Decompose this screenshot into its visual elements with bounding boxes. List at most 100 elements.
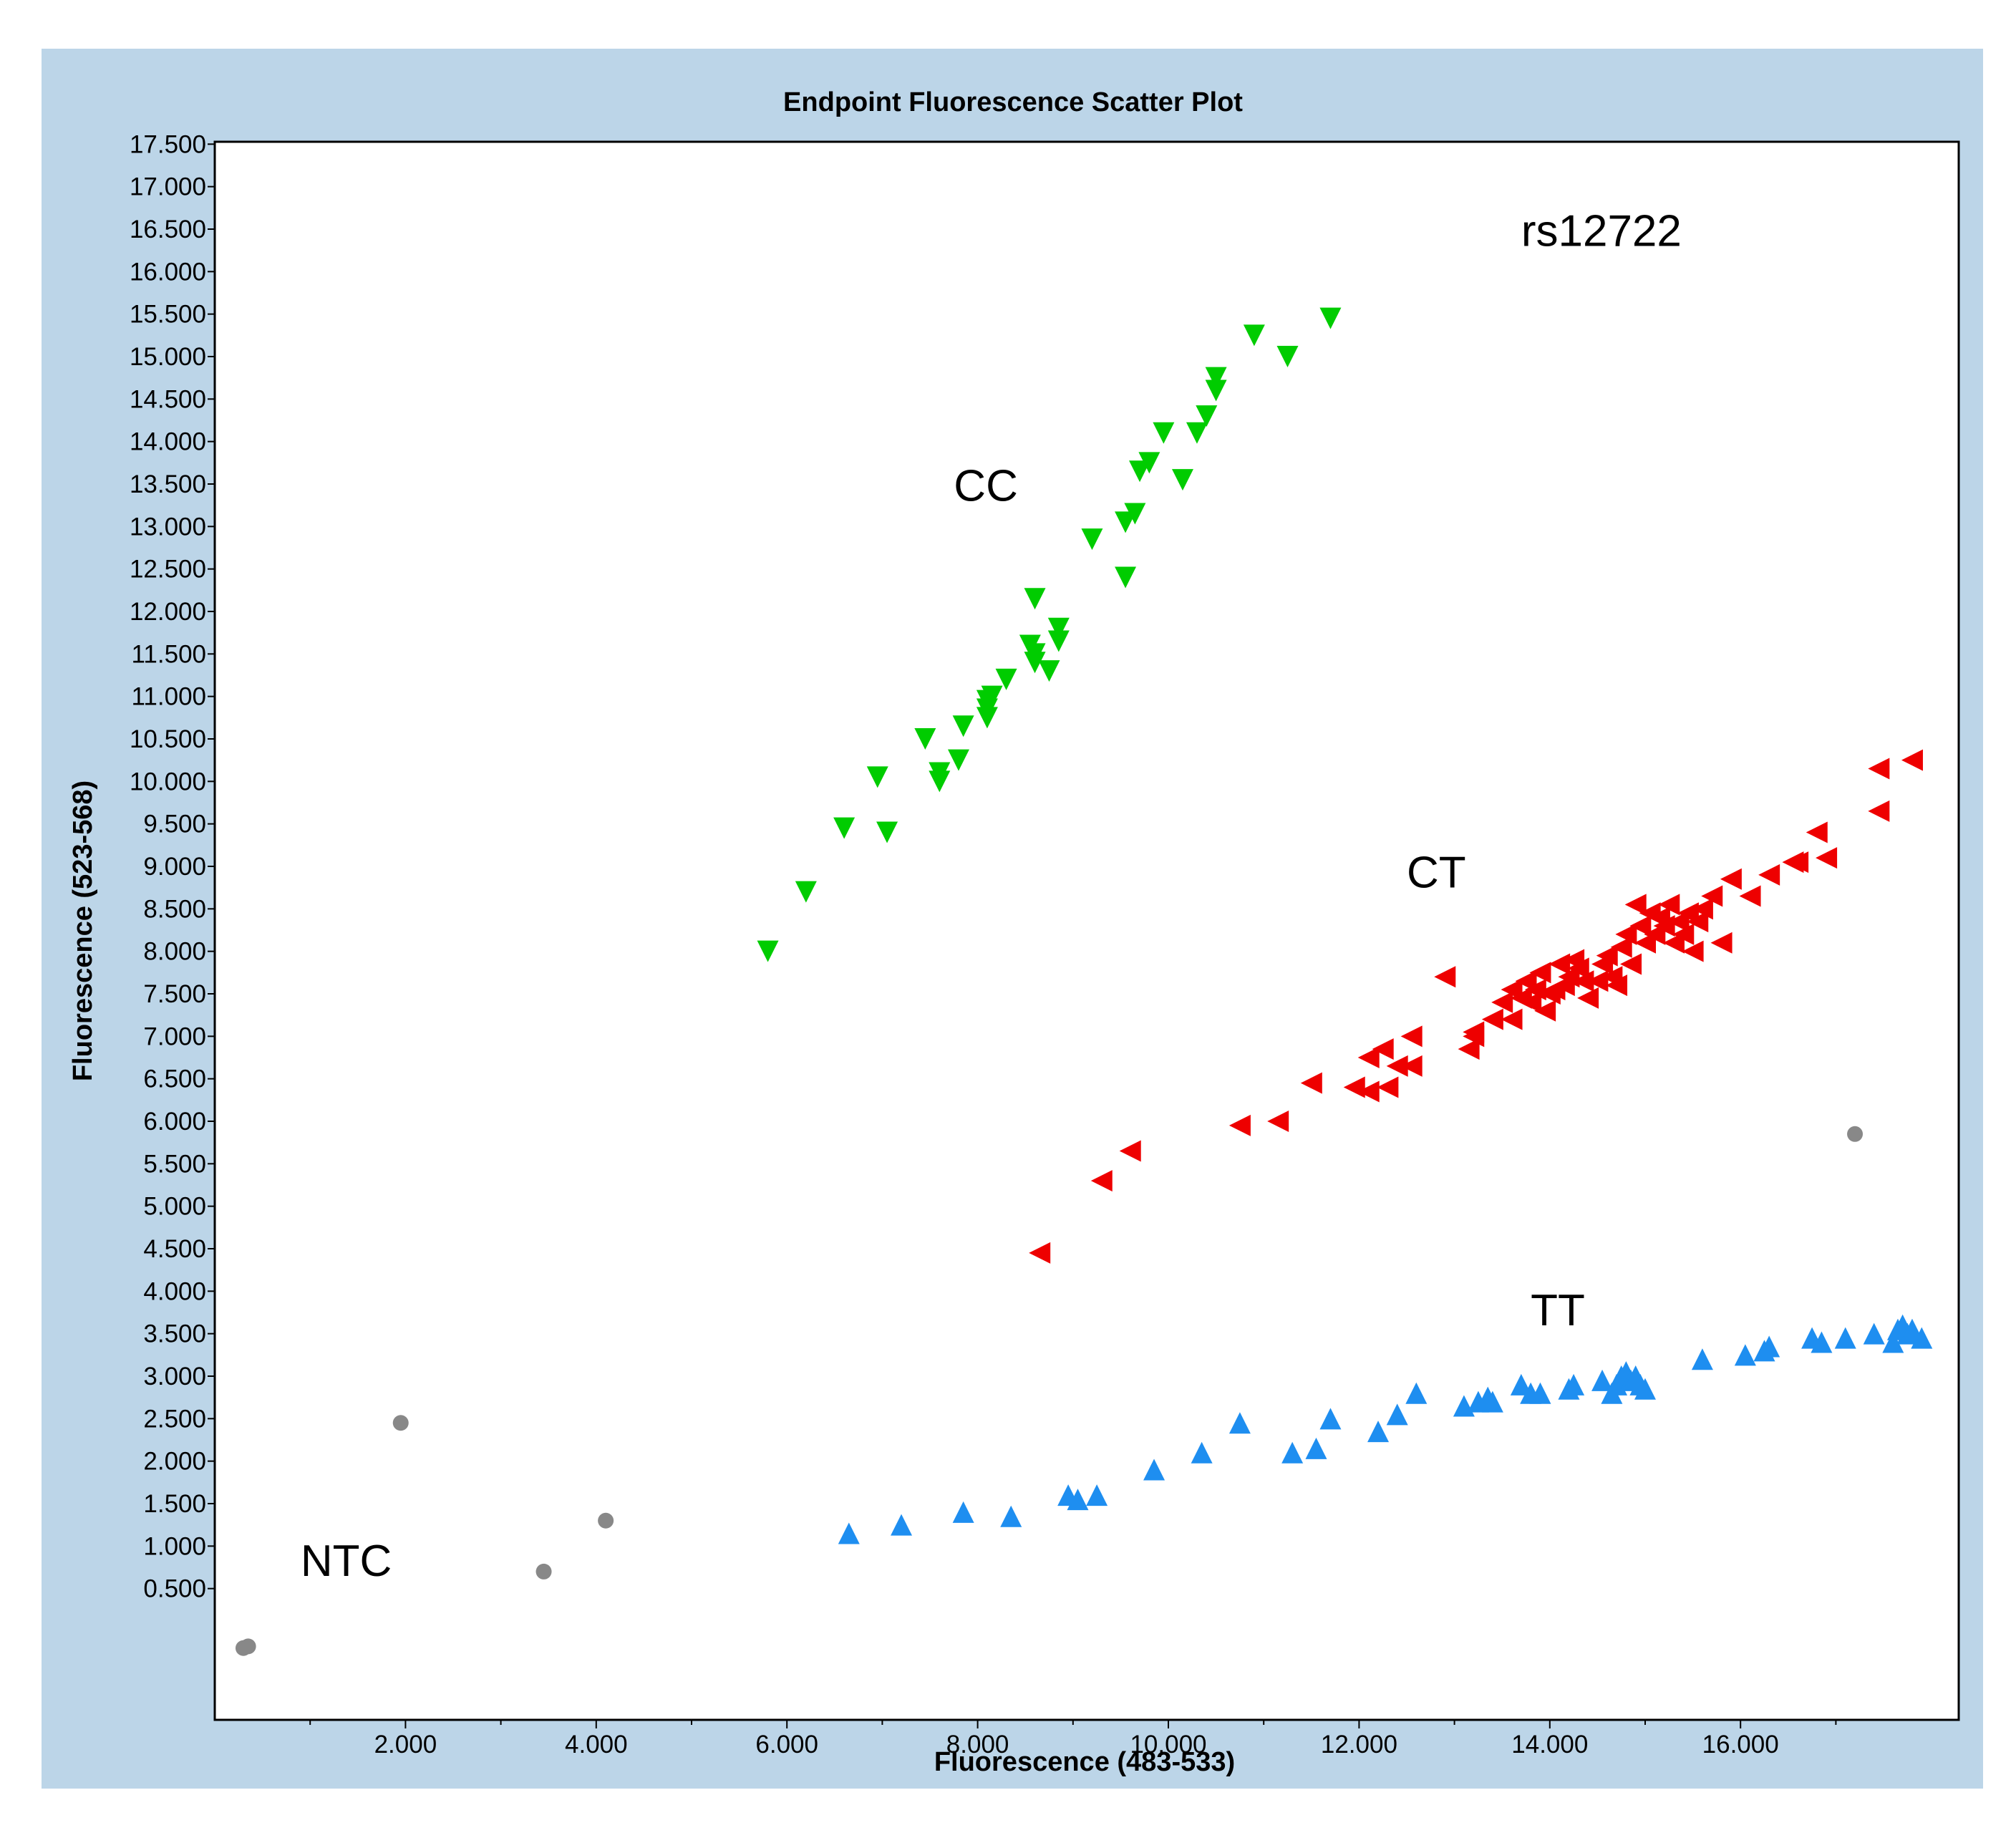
data-point-series-2 (1228, 1412, 1251, 1434)
data-point-series-2 (952, 1501, 974, 1523)
data-point-series-0 (1319, 307, 1342, 329)
data-point-series-1 (1624, 894, 1647, 916)
data-point-series-2 (1834, 1327, 1856, 1349)
y-tick-label: 3.500 (143, 1320, 206, 1348)
data-point-series-0 (866, 766, 888, 788)
data-point-series-1 (1434, 966, 1456, 988)
data-point-series-2 (1901, 1318, 1923, 1340)
data-point-series-1 (1682, 940, 1704, 962)
data-point-series-2 (1634, 1378, 1656, 1400)
data-point-series-2 (1305, 1437, 1327, 1459)
data-point-series-1 (1701, 885, 1723, 907)
y-tick-label: 15.000 (130, 343, 206, 371)
annotations: rs12722 CC CT TT NTC (301, 207, 1682, 1586)
data-point-series-0 (1205, 367, 1227, 389)
data-point-series-0 (1081, 528, 1103, 551)
data-point-series-1 (1691, 898, 1713, 920)
data-point-series-1 (1739, 885, 1761, 907)
x-tick-label: 14.000 (1511, 1731, 1588, 1759)
data-point-series-0 (1047, 617, 1070, 639)
data-point-series-2 (1911, 1327, 1933, 1349)
data-point-series-0 (995, 668, 1017, 690)
x-tick-label: 6.000 (755, 1731, 818, 1759)
data-point-series-0 (1276, 346, 1299, 367)
y-tick-label: 1.000 (143, 1532, 206, 1560)
data-point-series-2 (1811, 1331, 1833, 1353)
data-point-series-2 (1281, 1441, 1304, 1464)
y-tick-label: 13.500 (130, 470, 206, 498)
data-point-series-2 (1734, 1344, 1756, 1366)
data-point-series-2 (1529, 1382, 1551, 1404)
data-point-series-1 (1400, 1055, 1423, 1077)
y-tick-label: 7.500 (143, 980, 206, 1008)
data-point-series-3 (392, 1415, 409, 1431)
data-point-series-1 (1300, 1072, 1322, 1094)
data-point-series-0 (1129, 460, 1151, 483)
y-tick-label: 13.000 (130, 513, 206, 541)
data-point-series-3 (598, 1512, 614, 1529)
y-tick-label: 12.000 (130, 598, 206, 626)
data-point-series-0 (795, 881, 817, 903)
data-point-series-0 (929, 762, 951, 784)
y-tick-label: 9.500 (143, 811, 206, 838)
data-point-series-1 (1653, 915, 1675, 937)
y-tick-label: 3.000 (143, 1363, 206, 1390)
data-point-series-0 (1205, 379, 1227, 402)
y-tick-label: 1.500 (143, 1490, 206, 1518)
data-point-series-1 (1868, 800, 1890, 822)
data-point-series-2 (1405, 1382, 1428, 1404)
data-point-series-0 (1047, 630, 1070, 652)
y-tick-label: 17.000 (130, 173, 206, 201)
y-tick-label: 11.500 (132, 640, 206, 668)
y-tick-label: 0.500 (143, 1575, 206, 1603)
data-point-series-1 (1606, 974, 1628, 997)
data-point-series-0 (1115, 511, 1137, 533)
data-point-series-2 (1591, 1369, 1614, 1391)
y-tick-label: 14.500 (130, 385, 206, 413)
data-point-series-1 (1610, 936, 1632, 958)
data-point-series-2 (1367, 1421, 1390, 1443)
data-point-series-0 (914, 728, 936, 750)
data-point-series-1 (1758, 864, 1780, 886)
y-tick-label: 2.000 (143, 1448, 206, 1476)
y-tick-label: 5.500 (143, 1150, 206, 1178)
data-point-series-1 (1524, 979, 1546, 1001)
y-tick-label: 10.500 (130, 725, 206, 753)
data-point-series-1 (1520, 991, 1542, 1013)
annotation-label: TT (1531, 1286, 1585, 1335)
data-point-series-2 (1000, 1505, 1022, 1527)
axis-ticks: 2.000 4.000 6.000 8.000 10.000 12.000 14.000 16… (130, 130, 1837, 1759)
data-point-series-1 (1615, 923, 1637, 945)
x-tick-label: 4.000 (565, 1731, 628, 1759)
y-tick-label: 8.000 (143, 938, 206, 966)
x-tick-label: 16.000 (1702, 1731, 1779, 1759)
data-point-series-1 (1029, 1242, 1051, 1264)
data-point-series-0 (1138, 452, 1160, 474)
y-tick-label: 7.000 (143, 1022, 206, 1050)
data-point-series-1 (1868, 758, 1890, 780)
data-point-series-2 (1481, 1390, 1503, 1413)
data-point-series-0 (1171, 469, 1193, 491)
data-point-series-2 (1143, 1459, 1166, 1481)
data-point-series-2 (1691, 1348, 1713, 1370)
y-tick-label: 11.000 (132, 683, 206, 711)
data-point-series-1 (1491, 991, 1513, 1013)
data-point-series-1 (1620, 953, 1642, 975)
data-point-series-1 (1386, 1055, 1408, 1077)
data-point-series-2 (1863, 1322, 1885, 1345)
data-point-series-1 (1572, 970, 1594, 992)
data-point-series-1 (1567, 957, 1589, 979)
y-axis-label: Fluorescence (523-568) (68, 780, 98, 1081)
x-tick-label: 12.000 (1321, 1731, 1397, 1759)
data-point-series-2 (1882, 1331, 1904, 1353)
data-point-series-1 (1357, 1047, 1380, 1068)
y-tick-label: 15.500 (130, 301, 206, 329)
data-point-series-1 (1534, 1000, 1556, 1022)
data-point-series-0 (1196, 405, 1218, 427)
data-point-series-1 (1629, 915, 1652, 937)
y-tick-label: 8.500 (143, 895, 206, 923)
data-point-series-1 (1501, 1008, 1523, 1030)
data-point-series-0 (1186, 422, 1208, 444)
y-tick-label: 12.500 (130, 556, 206, 584)
annotation-label: NTC (301, 1537, 392, 1586)
